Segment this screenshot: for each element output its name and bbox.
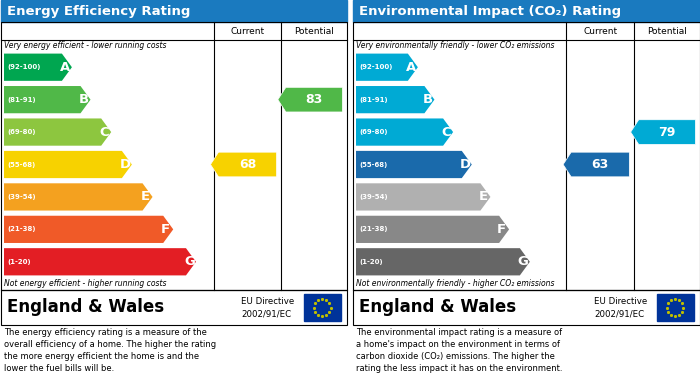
Polygon shape (211, 152, 276, 177)
Text: E: E (141, 190, 150, 203)
Text: A: A (406, 61, 416, 74)
Polygon shape (356, 183, 491, 210)
Text: (92-100): (92-100) (7, 64, 41, 70)
Polygon shape (4, 248, 196, 275)
Text: Current: Current (583, 27, 617, 36)
Text: (69-80): (69-80) (359, 129, 388, 135)
Text: (55-68): (55-68) (359, 161, 387, 167)
Text: (55-68): (55-68) (7, 161, 35, 167)
Text: 79: 79 (658, 126, 676, 138)
Text: Not energy efficient - higher running costs: Not energy efficient - higher running co… (4, 279, 167, 288)
Polygon shape (631, 120, 695, 144)
Text: 68: 68 (239, 158, 256, 171)
Bar (304, 294, 341, 321)
Text: (92-100): (92-100) (359, 64, 393, 70)
Text: G: G (518, 255, 528, 268)
Text: Current: Current (230, 27, 265, 36)
Text: (1-20): (1-20) (359, 259, 383, 265)
Text: F: F (161, 223, 170, 236)
Text: England & Wales: England & Wales (359, 298, 516, 316)
Bar (1, 22, 347, 290)
Text: Potential: Potential (294, 27, 334, 36)
Text: EU Directive
2002/91/EC: EU Directive 2002/91/EC (241, 297, 295, 318)
Polygon shape (356, 86, 435, 113)
Bar (1, 0, 347, 22)
Bar (353, 290, 700, 325)
Text: Not environmentally friendly - higher CO₂ emissions: Not environmentally friendly - higher CO… (356, 279, 554, 288)
Text: C: C (99, 126, 108, 138)
Text: Very environmentally friendly - lower CO₂ emissions: Very environmentally friendly - lower CO… (356, 41, 554, 50)
Polygon shape (356, 216, 509, 243)
Bar (353, 22, 700, 290)
Polygon shape (4, 86, 90, 113)
Polygon shape (4, 118, 111, 146)
Text: C: C (441, 126, 451, 138)
Text: 63: 63 (592, 158, 609, 171)
Text: The environmental impact rating is a measure of
a home's impact on the environme: The environmental impact rating is a mea… (356, 328, 563, 373)
Text: E: E (478, 190, 488, 203)
Text: (39-54): (39-54) (7, 194, 36, 200)
Text: Potential: Potential (647, 27, 687, 36)
Text: D: D (460, 158, 471, 171)
Text: (69-80): (69-80) (7, 129, 36, 135)
Text: Environmental Impact (CO₂) Rating: Environmental Impact (CO₂) Rating (359, 5, 621, 18)
Polygon shape (4, 54, 72, 81)
Text: F: F (497, 223, 506, 236)
Polygon shape (278, 87, 342, 112)
Text: B: B (78, 93, 89, 106)
Polygon shape (563, 152, 629, 177)
Text: (21-38): (21-38) (359, 226, 388, 232)
Bar (353, 0, 700, 22)
Text: B: B (422, 93, 433, 106)
Text: 83: 83 (305, 93, 323, 106)
Polygon shape (356, 151, 472, 178)
Polygon shape (4, 183, 153, 210)
Text: The energy efficiency rating is a measure of the
overall efficiency of a home. T: The energy efficiency rating is a measur… (4, 328, 216, 373)
Text: (1-20): (1-20) (7, 259, 31, 265)
Text: (81-91): (81-91) (7, 97, 36, 103)
Polygon shape (356, 118, 453, 146)
Bar (657, 294, 694, 321)
Bar (1, 290, 347, 325)
Text: England & Wales: England & Wales (7, 298, 164, 316)
Text: Very energy efficient - lower running costs: Very energy efficient - lower running co… (4, 41, 167, 50)
Polygon shape (356, 54, 418, 81)
Text: G: G (184, 255, 195, 268)
Text: (21-38): (21-38) (7, 226, 36, 232)
Polygon shape (356, 248, 530, 275)
Text: Energy Efficiency Rating: Energy Efficiency Rating (7, 5, 190, 18)
Text: EU Directive
2002/91/EC: EU Directive 2002/91/EC (594, 297, 648, 318)
Text: (81-91): (81-91) (359, 97, 388, 103)
Polygon shape (4, 151, 132, 178)
Polygon shape (4, 216, 173, 243)
Text: (39-54): (39-54) (359, 194, 388, 200)
Text: D: D (120, 158, 131, 171)
Text: A: A (60, 61, 70, 74)
